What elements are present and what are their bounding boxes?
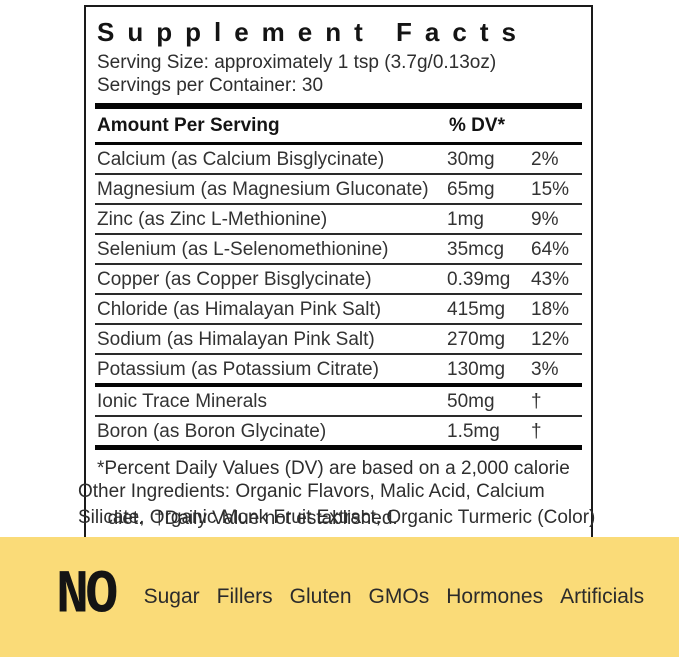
table-row-copper: Copper (as Copper Bisglycinate) 0.39mg 4… (95, 265, 582, 295)
nutrient-name: Potassium (as Potassium Citrate) (97, 359, 379, 380)
nutrient-amount: 415mg (447, 299, 506, 320)
divider-thick-middle (95, 383, 582, 387)
footnote-line-2: diet. †Daily Value not established. (107, 508, 398, 529)
other-ingredients-line-1: Other Ingredients: Organic Flavors, Mali… (78, 481, 545, 502)
table-row-calcium: Calcium (as Calcium Bisglycinate) 30mg 2… (95, 145, 582, 175)
nutrient-name: Boron (as Boron Glycinate) (97, 421, 327, 442)
nutrient-dv: 18% (531, 299, 570, 320)
table-header: Amount Per Serving % DV* (95, 109, 582, 142)
servings-per-container-line: Servings per Container: 30 (97, 75, 324, 96)
column-header-dv: % DV* (449, 115, 505, 136)
nutrient-name: Sodium (as Himalayan Pink Salt) (97, 329, 375, 350)
nutrient-table: Calcium (as Calcium Bisglycinate) 30mg 2… (95, 145, 582, 383)
nutrient-amount: 35mcg (447, 239, 505, 260)
table-row-ionic-trace-minerals: Ionic Trace Minerals 50mg † (95, 387, 582, 417)
nutrient-name: Copper (as Copper Bisglycinate) (97, 269, 372, 290)
no-claim-gmos: GMOs (368, 585, 430, 608)
nutrient-name: Chloride (as Himalayan Pink Salt) (97, 299, 382, 320)
no-claim-gluten: Gluten (289, 585, 352, 608)
no-claim-artificials: Artificials (560, 585, 645, 608)
no-claims-banner: NO Sugar Fillers Gluten GMOs Hormones Ar… (0, 537, 679, 657)
other-ingredients-line-2: Silicate, Organic Monk Fruit Extract, Or… (78, 507, 596, 528)
nutrient-name: Selenium (as L-Selenomethionine) (97, 239, 389, 260)
table-row-potassium: Potassium (as Potassium Citrate) 130mg 3… (95, 355, 582, 383)
nutrient-amount: 50mg (447, 391, 495, 412)
nutrient-dv: † (531, 391, 542, 412)
nutrient-amount: 1.5mg (447, 421, 500, 442)
secondary-nutrient-table: Ionic Trace Minerals 50mg † Boron (as Bo… (95, 387, 582, 445)
table-row-sodium: Sodium (as Himalayan Pink Salt) 270mg 12… (95, 325, 582, 355)
no-claims-list: Sugar Fillers Gluten GMOs Hormones Artif… (144, 585, 644, 609)
nutrient-dv: 64% (531, 239, 570, 260)
no-claim-sugar: Sugar (143, 585, 200, 608)
panel-title: Supplement Facts (97, 17, 529, 47)
nutrient-name: Ionic Trace Minerals (97, 391, 268, 412)
supplement-facts-panel: Supplement Facts Serving Size: approxima… (84, 5, 593, 544)
serving-size-line: Serving Size: approximately 1 tsp (3.7g/… (97, 52, 497, 73)
column-header-amount-per-serving: Amount Per Serving (97, 115, 280, 136)
nutrient-dv: 43% (531, 269, 570, 290)
nutrient-amount: 0.39mg (447, 269, 511, 290)
nutrient-amount: 1mg (447, 209, 484, 230)
nutrient-amount: 65mg (447, 179, 495, 200)
divider-medium-header (95, 142, 582, 145)
table-row-boron: Boron (as Boron Glycinate) 1.5mg † (95, 417, 582, 445)
table-row-selenium: Selenium (as L-Selenomethionine) 35mcg 6… (95, 235, 582, 265)
table-row-chloride: Chloride (as Himalayan Pink Salt) 415mg … (95, 295, 582, 325)
nutrient-name: Zinc (as Zinc L-Methionine) (97, 209, 328, 230)
nutrient-amount: 130mg (447, 359, 506, 380)
nutrient-dv: 12% (531, 329, 570, 350)
table-row-magnesium: Magnesium (as Magnesium Gluconate) 65mg … (95, 175, 582, 205)
divider-thick-top (95, 103, 582, 109)
no-claim-hormones: Hormones (446, 585, 544, 608)
nutrient-dv: 15% (531, 179, 570, 200)
nutrient-amount: 270mg (447, 329, 506, 350)
footnote-line-1: *Percent Daily Values (DV) are based on … (97, 458, 570, 479)
nutrient-name: Magnesium (as Magnesium Gluconate) (97, 179, 429, 200)
other-ingredients: Other Ingredients: Organic Flavors, Mali… (78, 479, 618, 531)
no-label: NO (56, 562, 118, 631)
dv-footnote: *Percent Daily Values (DV) are based on … (95, 450, 582, 533)
nutrient-name: Calcium (as Calcium Bisglycinate) (97, 149, 385, 170)
table-row-zinc: Zinc (as Zinc L-Methionine) 1mg 9% (95, 205, 582, 235)
nutrient-dv: 9% (531, 209, 559, 230)
nutrient-dv: † (531, 421, 542, 442)
no-claim-fillers: Fillers (216, 585, 273, 608)
divider-thick-bottom (95, 445, 582, 450)
nutrient-dv: 2% (531, 149, 559, 170)
nutrient-amount: 30mg (447, 149, 495, 170)
nutrient-dv: 3% (531, 359, 559, 380)
